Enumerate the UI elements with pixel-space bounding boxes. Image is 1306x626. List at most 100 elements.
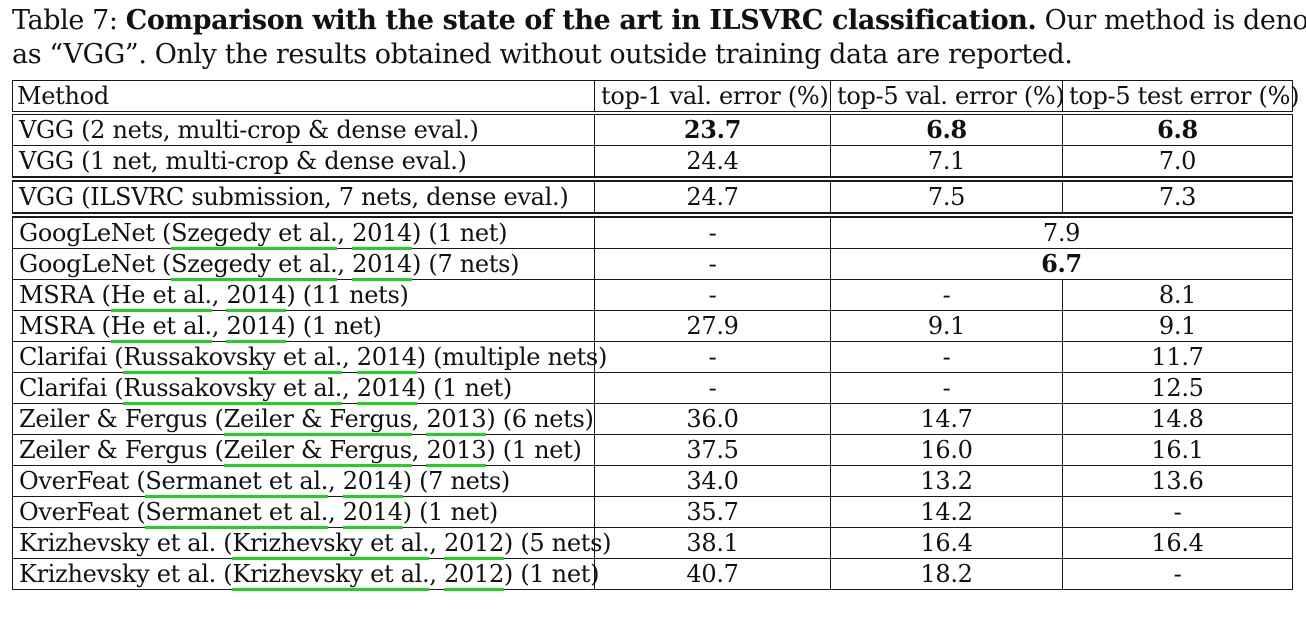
top5-merged-error-cell: 6.7 <box>830 248 1293 280</box>
citation-author-link[interactable]: Krizhevsky et al. <box>232 560 430 591</box>
citation-year-link[interactable]: 2014 <box>226 312 287 343</box>
method-suffix: ) (7 nets) <box>402 467 511 495</box>
citation-separator: , <box>411 405 427 433</box>
top5-test-error-cell: - <box>1062 496 1293 528</box>
citation-separator: , <box>429 529 445 557</box>
method-name: Zeiler & Fergus ( <box>19 436 224 464</box>
method-name: OverFeat ( <box>19 467 146 495</box>
citation-author-link[interactable]: Zeiler & Fergus <box>223 405 412 436</box>
method-suffix: ) (7 nets) <box>411 250 520 278</box>
top1-val-error-cell: - <box>594 279 831 311</box>
top5-val-error-cell: 6.8 <box>830 111 1063 146</box>
method-name: GoogLeNet ( <box>19 219 172 247</box>
method-cell: MSRA (He et al., 2014) (1 net) <box>12 310 595 343</box>
top5-test-error-cell: 8.1 <box>1062 279 1293 311</box>
top5-val-error-cell: 18.2 <box>830 558 1063 590</box>
results-table: Method top-1 val. error (%) top-5 val. e… <box>12 80 1299 591</box>
citation-year-link[interactable]: 2014 <box>352 219 412 250</box>
citation-year-link[interactable]: 2014 <box>356 343 417 374</box>
method-suffix: ) (6 nets) <box>486 405 594 433</box>
method-cell: Zeiler & Fergus (Zeiler & Fergus, 2013) … <box>12 403 595 436</box>
table-caption: Table 7: Comparison with the state of th… <box>12 4 1306 72</box>
caption-line-2: as “VGG”. Only the results obtained with… <box>12 39 1073 70</box>
citation-author-link[interactable]: Szegedy et al. <box>171 219 338 250</box>
table-row: Zeiler & Fergus (Zeiler & Fergus, 2013) … <box>12 434 1293 467</box>
citation-author-link[interactable]: Zeiler & Fergus <box>223 436 412 467</box>
citation-author-link[interactable]: Russakovsky et al. <box>123 343 342 374</box>
citation-year-link[interactable]: 2012 <box>444 529 504 560</box>
citation-year-link[interactable]: 2014 <box>226 281 287 312</box>
top5-test-error-cell: 11.7 <box>1062 341 1293 373</box>
top5-test-error-cell: 16.4 <box>1062 527 1293 559</box>
table-row: Krizhevsky et al. (Krizhevsky et al., 20… <box>12 527 1293 560</box>
top5-val-error-cell: 14.2 <box>830 496 1063 528</box>
top1-val-error-cell: 38.1 <box>594 527 831 559</box>
top5-val-error-cell: - <box>830 341 1063 373</box>
table-row: VGG (1 net, multi-crop & dense eval.) 24.… <box>12 145 1293 180</box>
method-cell: GoogLeNet (Szegedy et al., 2014) (7 nets… <box>12 248 595 281</box>
method-suffix: ) (1 net) <box>486 436 582 464</box>
table-row: MSRA (He et al., 2014) (1 net) 27.9 9.1 9.1 <box>12 310 1293 343</box>
table-row: GoogLeNet (Szegedy et al., 2014) (1 net)… <box>12 212 1293 250</box>
caption-label: Table 7: <box>12 5 118 36</box>
table-row: Clarifai (Russakovsky et al., 2014) (1 n… <box>12 372 1293 405</box>
table-row: OverFeat (Sermanet et al., 2014) (1 net)… <box>12 496 1293 529</box>
table-row: Clarifai (Russakovsky et al., 2014) (mul… <box>12 341 1293 374</box>
results-table-wrapper: Method top-1 val. error (%) top-5 val. e… <box>12 80 1299 591</box>
citation-year-link[interactable]: 2014 <box>352 250 412 281</box>
header-top1-val: top-1 val. error (%) <box>594 80 831 114</box>
citation-author-link[interactable]: Russakovsky et al. <box>123 374 342 405</box>
table-row: Zeiler & Fergus (Zeiler & Fergus, 2013) … <box>12 403 1293 436</box>
method-suffix: ) (1 net) <box>402 498 499 526</box>
citation-year-link[interactable]: 2012 <box>444 560 504 591</box>
method-name: Krizhevsky et al. ( <box>19 529 233 557</box>
caption-title: Comparison with the state of the art in … <box>125 5 1037 36</box>
top5-val-error-cell: 13.2 <box>830 465 1063 497</box>
method-name: Zeiler & Fergus ( <box>19 405 224 433</box>
method-cell: OverFeat (Sermanet et al., 2014) (7 nets… <box>12 465 595 498</box>
top5-test-error-cell: 6.8 <box>1062 111 1293 146</box>
table-row: OverFeat (Sermanet et al., 2014) (7 nets… <box>12 465 1293 498</box>
table-body: VGG (2 nets, multi-crop & dense eval.) 23… <box>12 111 1293 591</box>
table-row: VGG (ILSVRC submission, 7 nets, dense ev… <box>12 176 1293 216</box>
top1-val-error-cell: 37.5 <box>594 434 831 466</box>
top1-val-error-cell: 27.9 <box>594 310 831 342</box>
method-name: GoogLeNet ( <box>19 250 172 278</box>
citation-separator: , <box>342 343 357 371</box>
citation-year-link[interactable]: 2014 <box>342 467 403 498</box>
caption-line-1: Table 7: Comparison with the state of th… <box>12 4 1306 38</box>
citation-separator: , <box>211 281 227 309</box>
method-suffix: ) (11 nets) <box>286 281 409 309</box>
method-name: Clarifai ( <box>19 343 124 371</box>
citation-author-link[interactable]: He et al. <box>110 312 212 343</box>
method-cell: OverFeat (Sermanet et al., 2014) (1 net) <box>12 496 595 529</box>
citation-separator: , <box>342 374 357 402</box>
method-suffix: ) (1 net) <box>503 560 600 588</box>
citation-year-link[interactable]: 2014 <box>356 374 417 405</box>
top1-val-error-cell: 36.0 <box>594 403 831 435</box>
method-cell: Clarifai (Russakovsky et al., 2014) (mul… <box>12 341 607 374</box>
citation-author-link[interactable]: Szegedy et al. <box>171 250 338 281</box>
header-top5-val: top-5 val. error (%) <box>830 80 1065 114</box>
citation-author-link[interactable]: Krizhevsky et al. <box>232 529 430 560</box>
citation-separator: , <box>337 250 353 278</box>
top5-val-error-cell: 7.5 <box>830 176 1063 216</box>
method-suffix: ) (5 nets) <box>503 529 612 557</box>
top1-val-error-cell: - <box>594 372 831 404</box>
citation-author-link[interactable]: Sermanet et al. <box>145 498 328 529</box>
citation-year-link[interactable]: 2013 <box>426 405 487 436</box>
citation-year-link[interactable]: 2014 <box>342 498 403 529</box>
method-name: MSRA ( <box>19 281 111 309</box>
method-name: VGG (ILSVRC submission, 7 nets, dense ev… <box>19 183 569 211</box>
top5-test-error-cell: 9.1 <box>1062 310 1293 342</box>
citation-year-link[interactable]: 2013 <box>426 436 487 467</box>
method-suffix: ) (1 net) <box>416 374 513 402</box>
citation-author-link[interactable]: Sermanet et al. <box>145 467 328 498</box>
top5-val-error-cell: - <box>830 279 1063 311</box>
citation-author-link[interactable]: He et al. <box>110 281 212 312</box>
top5-test-error-cell: - <box>1062 558 1293 590</box>
method-suffix: ) (1 net) <box>286 312 382 340</box>
top1-val-error-cell: - <box>594 212 831 249</box>
method-name: VGG (1 net, multi-crop & dense eval.) <box>19 147 467 175</box>
method-name: MSRA ( <box>19 312 111 340</box>
